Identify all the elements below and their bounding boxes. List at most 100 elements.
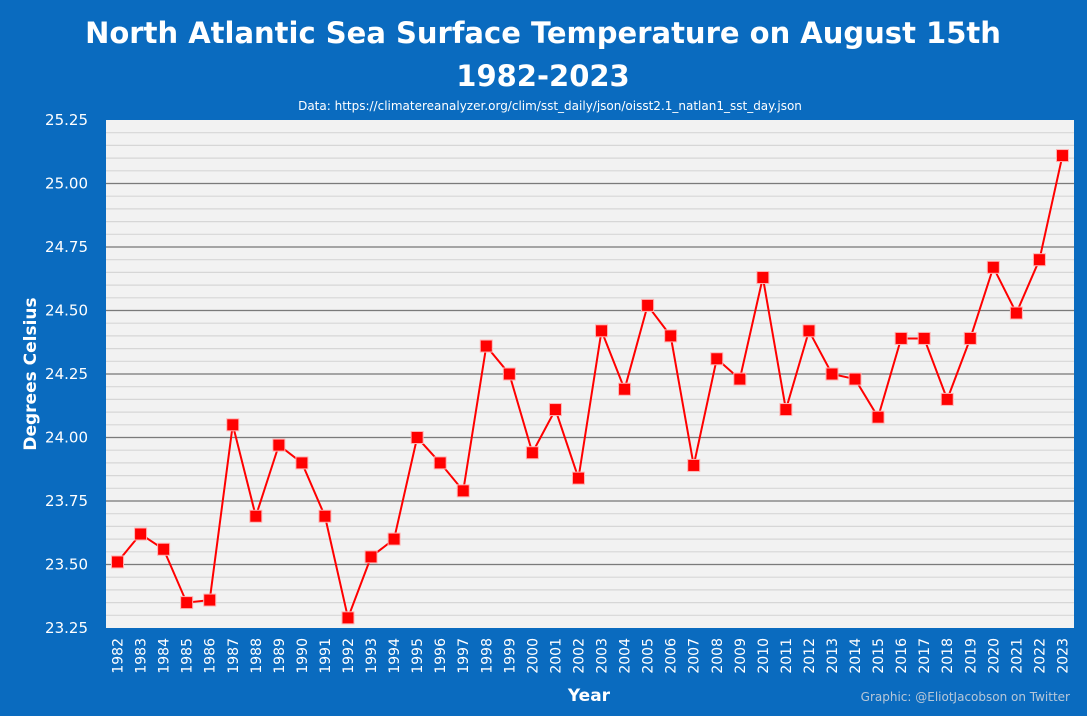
data-point-marker	[664, 329, 678, 343]
data-point-marker	[848, 372, 862, 386]
data-point-marker	[779, 403, 793, 417]
data-point-marker	[940, 392, 954, 406]
x-tick-label: 2012	[802, 638, 818, 674]
x-tick-label: 2004	[618, 638, 634, 674]
x-tick-label: 2009	[733, 638, 749, 674]
data-point-marker	[111, 555, 125, 569]
data-point-marker	[548, 403, 562, 417]
x-tick-label: 2006	[664, 638, 680, 674]
x-tick-label: 1985	[180, 638, 196, 674]
data-point-marker	[157, 542, 171, 556]
data-point-marker	[963, 331, 977, 345]
y-tick-label: 24.00	[45, 429, 88, 447]
x-tick-label: 2000	[525, 638, 541, 674]
y-tick-label: 24.75	[45, 238, 88, 256]
x-tick-label: 2005	[641, 638, 657, 674]
data-point-marker	[641, 298, 655, 312]
data-point-marker	[733, 372, 747, 386]
x-tick-label: 2015	[871, 638, 887, 674]
x-tick-label: 1997	[456, 638, 472, 674]
data-point-marker	[502, 367, 516, 381]
y-tick-label: 24.25	[45, 365, 88, 383]
data-point-marker	[134, 527, 148, 541]
x-tick-label: 2017	[917, 638, 933, 674]
data-point-marker	[341, 611, 355, 625]
data-point-marker	[1032, 253, 1046, 267]
data-point-marker	[825, 367, 839, 381]
data-point-marker	[618, 382, 632, 396]
data-point-marker	[571, 471, 585, 485]
y-axis-ticks: 23.25 23.50 23.75 24.00 24.25 24.50 24.75 25.00…	[45, 111, 88, 637]
x-tick-label: 2007	[687, 638, 703, 674]
data-point-marker	[433, 456, 447, 470]
x-tick-label: 1987	[226, 638, 242, 674]
major-gridlines	[106, 182, 1074, 566]
x-tick-label: 2016	[894, 638, 910, 674]
x-tick-label: 1994	[387, 638, 403, 674]
x-tick-label: 1996	[433, 638, 449, 674]
y-tick-label: 23.75	[45, 492, 88, 510]
data-point-marker	[410, 431, 424, 444]
data-point-marker	[1055, 149, 1069, 163]
y-tick-label: 25.00	[45, 175, 88, 193]
x-tick-label: 1984	[157, 638, 173, 674]
x-tick-label: 1986	[203, 638, 219, 674]
data-point-marker	[318, 509, 332, 523]
x-axis-label: Year	[567, 686, 611, 706]
data-point-marker	[525, 446, 539, 460]
x-tick-label: 2014	[848, 638, 864, 674]
x-tick-label: 1982	[111, 638, 127, 674]
data-point-marker	[710, 352, 724, 366]
y-tick-label: 23.50	[45, 556, 88, 574]
data-point-marker	[595, 324, 609, 338]
x-tick-label: 2013	[825, 638, 841, 674]
chart-subtitle: Data: https://climatereanalyzer.org/clim…	[298, 99, 802, 113]
x-tick-label: 1992	[341, 638, 357, 674]
data-point-marker	[479, 339, 493, 353]
x-tick-label: 1993	[364, 638, 380, 674]
x-tick-label: 2003	[595, 638, 611, 674]
x-tick-label: 2023	[1055, 638, 1071, 674]
y-axis-label: Degrees Celsius	[21, 297, 41, 450]
x-tick-label: 1998	[479, 638, 495, 674]
x-tick-label: 1989	[272, 638, 288, 674]
x-axis-ticks: 1982 1983 1984 1985 1986 1987 1988 1989 1990 1991…	[111, 638, 1072, 674]
x-tick-label: 2002	[571, 638, 587, 674]
data-point-marker	[180, 596, 194, 610]
data-point-marker	[364, 550, 378, 564]
data-point-marker	[295, 456, 309, 470]
x-tick-label: 2010	[756, 638, 772, 674]
y-tick-label: 23.25	[45, 619, 88, 637]
data-point-marker	[687, 458, 701, 472]
x-tick-label: 1991	[318, 638, 334, 674]
data-point-marker	[917, 331, 931, 345]
x-tick-label: 2001	[548, 638, 564, 674]
x-tick-label: 1983	[134, 638, 150, 674]
y-tick-label: 24.50	[45, 302, 88, 320]
x-tick-label: 2008	[710, 638, 726, 674]
data-point-marker	[249, 509, 263, 523]
x-tick-label: 2011	[779, 638, 795, 674]
data-point-marker	[894, 331, 908, 345]
data-point-marker	[272, 438, 286, 452]
x-tick-label: 1995	[410, 638, 426, 674]
data-point-marker	[226, 418, 240, 432]
chart-title-line2: 1982-2023	[456, 59, 629, 93]
x-tick-label: 2020	[986, 638, 1002, 674]
data-point-marker	[387, 532, 401, 546]
data-point-marker	[756, 270, 770, 284]
plot-area-group	[106, 120, 1074, 628]
data-point-marker	[203, 593, 217, 607]
x-tick-label: 2018	[940, 638, 956, 674]
chart-title-line1: North Atlantic Sea Surface Temperature o…	[85, 16, 1001, 50]
data-point-marker	[871, 410, 885, 424]
x-tick-label: 2019	[963, 638, 979, 674]
x-tick-label: 1999	[502, 638, 518, 674]
x-tick-label: 2021	[1009, 638, 1025, 674]
credit-text: Graphic: @EliotJacobson on Twitter	[861, 690, 1070, 704]
x-tick-label: 1990	[295, 638, 311, 674]
data-point-marker	[802, 324, 816, 338]
x-tick-label: 1988	[249, 638, 265, 674]
data-point-marker	[456, 484, 470, 498]
